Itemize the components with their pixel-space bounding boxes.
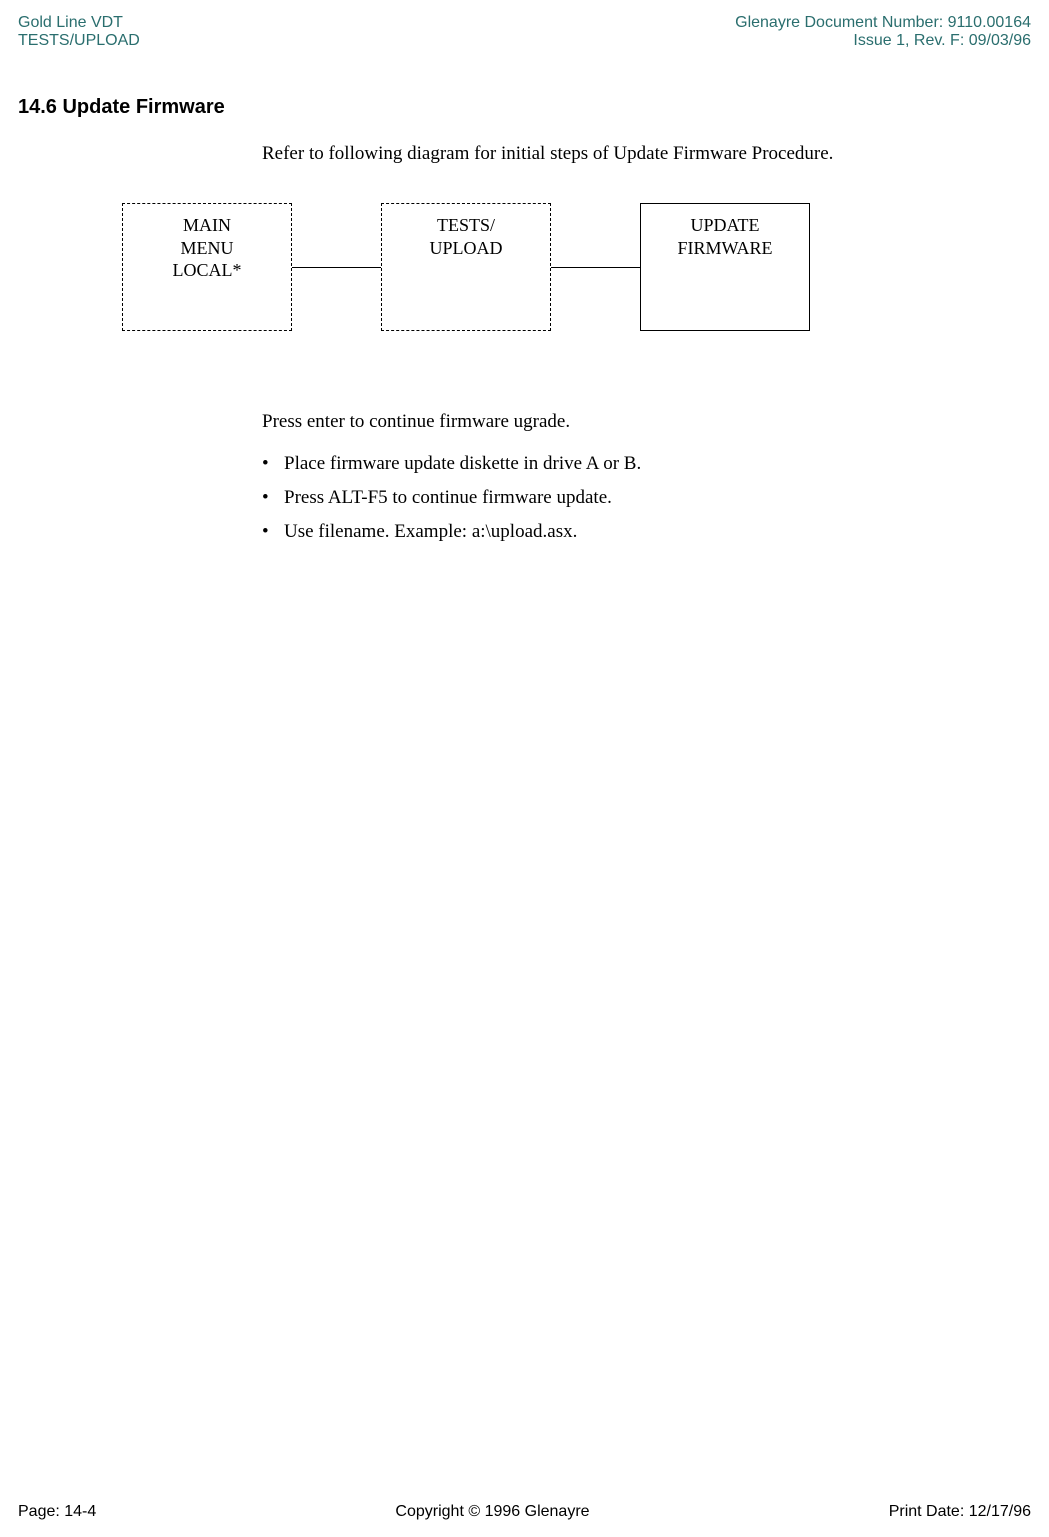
bullet-list: Place firmware update diskette in drive … <box>0 433 1049 549</box>
flow-node-label: FIRMWARE <box>641 237 809 260</box>
page-footer: Page: 14-4 Copyright © 1996 Glenayre Pri… <box>0 1503 1049 1521</box>
page-header: Gold Line VDT TESTS/UPLOAD Glenayre Docu… <box>0 0 1049 50</box>
header-left-line2: TESTS/UPLOAD <box>18 32 140 50</box>
flow-node-tests-upload: TESTS/ UPLOAD <box>381 203 551 331</box>
flow-node-label: UPLOAD <box>382 237 550 260</box>
footer-print-date: Print Date: 12/17/96 <box>889 1503 1031 1521</box>
header-left-block: Gold Line VDT TESTS/UPLOAD <box>18 14 140 50</box>
flow-node-label: MENU <box>123 237 291 260</box>
header-right-line1: Glenayre Document Number: 9110.00164 <box>735 14 1031 32</box>
flow-edge <box>292 267 381 268</box>
section-heading: 14.6 Update Firmware <box>0 50 1049 119</box>
header-right-block: Glenayre Document Number: 9110.00164 Iss… <box>735 14 1031 50</box>
footer-page-number: Page: 14-4 <box>18 1503 96 1521</box>
flow-node-label: UPDATE <box>641 214 809 237</box>
footer-copyright: Copyright © 1996 Glenayre <box>395 1503 589 1521</box>
flow-node-main-menu: MAIN MENU LOCAL* <box>122 203 292 331</box>
flow-node-label: TESTS/ <box>382 214 550 237</box>
intro-paragraph: Refer to following diagram for initial s… <box>0 119 1049 165</box>
list-item: Use filename. Example: a:\upload.asx. <box>262 515 1049 549</box>
flow-node-update-firmware: UPDATE FIRMWARE <box>640 203 810 331</box>
header-right-line2: Issue 1, Rev. F: 09/03/96 <box>735 32 1031 50</box>
header-left-line1: Gold Line VDT <box>18 14 140 32</box>
flow-node-label: LOCAL* <box>123 259 291 282</box>
flow-edge <box>551 267 640 268</box>
list-item: Press ALT-F5 to continue firmware update… <box>262 481 1049 515</box>
flow-diagram: MAIN MENU LOCAL* TESTS/ UPLOAD UPDATE FI… <box>0 203 1049 383</box>
flow-node-label: MAIN <box>123 214 291 237</box>
post-paragraph: Press enter to continue firmware ugrade. <box>0 383 1049 433</box>
list-item: Place firmware update diskette in drive … <box>262 447 1049 481</box>
